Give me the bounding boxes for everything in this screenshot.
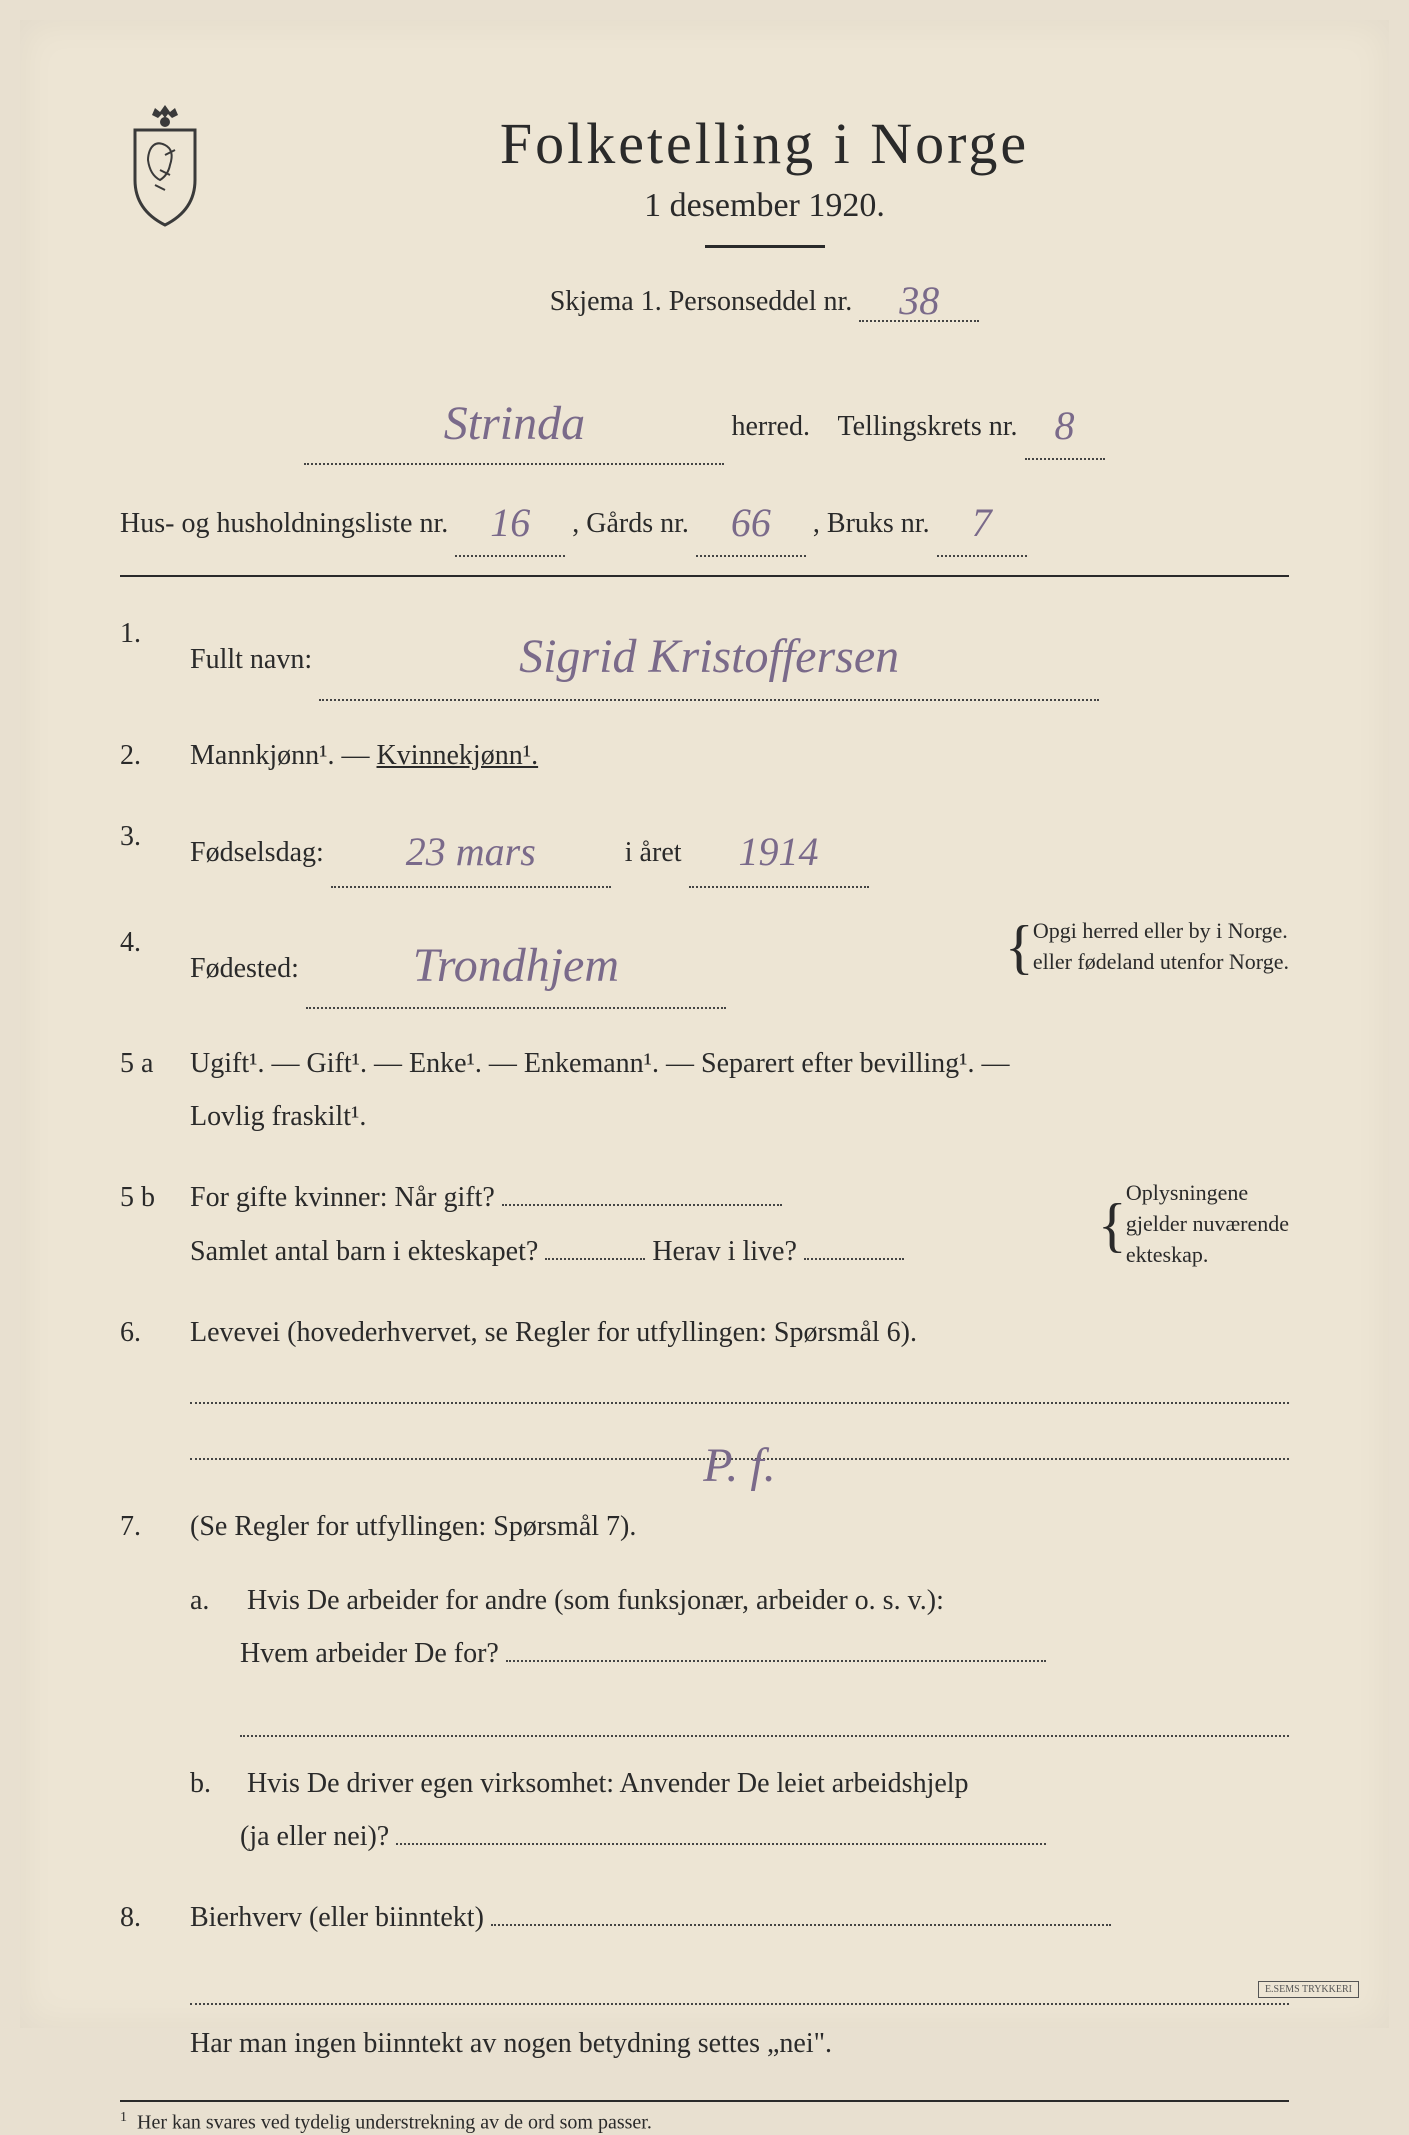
q3-label: Fødselsdag: xyxy=(190,837,324,868)
q4-note-1: Opgi herred eller by i Norge. xyxy=(1033,916,1289,947)
tail-note: Har man ingen biinntekt av nogen betydni… xyxy=(190,2017,1289,2070)
bruks-value: 7 xyxy=(972,500,992,545)
q4-label: Fødested: xyxy=(190,953,299,984)
q4-value: Trondhjem xyxy=(413,939,619,992)
q8-num: 8. xyxy=(120,1891,190,2070)
question-4: 4. Fødested: Trondhjem Opgi herred eller… xyxy=(120,916,1289,1009)
q5a-text: Ugift¹. — Gift¹. — Enke¹. — Enkemann¹. —… xyxy=(190,1037,1289,1090)
q7a-text1: Hvis De arbeider for andre (som funksjon… xyxy=(247,1585,944,1616)
schema-number: 38 xyxy=(899,278,939,323)
title-block: Folketelling i Norge 1 desember 1920. Sk… xyxy=(240,100,1289,347)
footnote-num: 1 xyxy=(120,2110,127,2125)
question-7: 7. (Se Regler for utfyllingen: Spørsmål … xyxy=(120,1500,1289,1863)
q8-label: Bierhverv (eller biinntekt) xyxy=(190,1902,484,1933)
question-5b: 5 b For gifte kvinner: Når gift? Samlet … xyxy=(120,1171,1289,1277)
q7-num: 7. xyxy=(120,1500,190,1863)
krets-value: 8 xyxy=(1055,403,1075,448)
question-8: 8. Bierhverv (eller biinntekt) Har man i… xyxy=(120,1891,1289,2070)
q5a-num: 5 a xyxy=(120,1037,190,1143)
schema-line: Skjema 1. Personseddel nr. 38 xyxy=(240,273,1289,322)
census-date: 1 desember 1920. xyxy=(240,187,1289,225)
footnote-text: Her kan svares ved tydelig understreknin… xyxy=(137,2112,652,2134)
coat-of-arms-icon xyxy=(120,100,210,230)
question-2: 2. Mannkjønn¹. — Kvinnekjønn¹. xyxy=(120,729,1289,782)
q7a-num: a. xyxy=(190,1574,240,1627)
q6-label: Levevei (hovederhvervet, se Regler for u… xyxy=(190,1306,1289,1359)
q5b-note: Oplysningene gjelder nuværende ekteskap. xyxy=(1108,1178,1289,1270)
q4-note-2: eller fødeland utenfor Norge. xyxy=(1033,947,1289,978)
main-title: Folketelling i Norge xyxy=(240,110,1289,177)
q1-num: 1. xyxy=(120,607,190,700)
q2-num: 2. xyxy=(120,729,190,782)
q6-num: 6. xyxy=(120,1306,190,1473)
q5b-note-2: gjelder nuværende xyxy=(1126,1209,1289,1240)
q3-year: 1914 xyxy=(739,829,819,874)
q1-label: Fullt navn: xyxy=(190,644,312,675)
header: Folketelling i Norge 1 desember 1920. Sk… xyxy=(120,100,1289,347)
q2-label-k: Kvinnekjønn¹. xyxy=(377,740,539,771)
q3-num: 3. xyxy=(120,810,190,888)
hus-label: Hus- og husholdningsliste nr. xyxy=(120,508,448,539)
q1-value: Sigrid Kristoffersen xyxy=(519,630,899,683)
q5b-num: 5 b xyxy=(120,1171,190,1277)
q7-label: (Se Regler for utfyllingen: Spørsmål 7). xyxy=(190,1500,1289,1553)
hus-line: Hus- og husholdningsliste nr. 16 , Gårds… xyxy=(120,483,1289,557)
herred-label: herred. xyxy=(731,411,810,442)
question-3: 3. Fødselsdag: 23 mars i året 1914 xyxy=(120,810,1289,888)
q6-value: P. f. xyxy=(703,1439,775,1492)
gards-value: 66 xyxy=(731,500,771,545)
question-6: 6. Levevei (hovederhvervet, se Regler fo… xyxy=(120,1306,1289,1473)
title-divider xyxy=(705,245,825,248)
header-rule xyxy=(120,575,1289,577)
q5b-label2: Samlet antal barn i ekteskapet? xyxy=(190,1236,538,1267)
census-form-page: Folketelling i Norge 1 desember 1920. Sk… xyxy=(20,20,1389,2028)
gards-label: , Gårds nr. xyxy=(572,508,689,539)
question-1: 1. Fullt navn: Sigrid Kristoffersen xyxy=(120,607,1289,700)
q5b-note-1: Oplysningene xyxy=(1126,1178,1289,1209)
q7b-text1: Hvis De driver egen virksomhet: Anvender… xyxy=(247,1768,969,1799)
q5b-label1: For gifte kvinner: Når gift? xyxy=(190,1182,495,1213)
q3-value: 23 mars xyxy=(406,829,536,874)
question-5a: 5 a Ugift¹. — Gift¹. — Enke¹. — Enkemann… xyxy=(120,1037,1289,1143)
q5b-label3: Herav i live? xyxy=(652,1236,797,1267)
bruks-label: , Bruks nr. xyxy=(813,508,930,539)
q5a-text2: Lovlig fraskilt¹. xyxy=(190,1090,1289,1143)
q4-num: 4. xyxy=(120,916,190,1009)
krets-label: Tellingskrets nr. xyxy=(837,411,1017,442)
q7a-text2: Hvem arbeider De for? xyxy=(240,1638,499,1669)
herred-line: Strinda herred. Tellingskrets nr. 8 xyxy=(120,377,1289,465)
schema-label: Skjema 1. Personseddel nr. xyxy=(550,286,853,317)
printer-mark: E.SEMS TRYKKERI xyxy=(1258,1981,1359,1998)
q3-mid: i året xyxy=(625,837,682,868)
herred-value: Strinda xyxy=(444,397,585,450)
q7b-num: b. xyxy=(190,1757,240,1810)
q7b-text2: (ja eller nei)? xyxy=(240,1821,389,1852)
hus-value: 16 xyxy=(490,500,530,545)
q5b-note-3: ekteskap. xyxy=(1126,1240,1289,1271)
q2-label-m: Mannkjønn¹. — xyxy=(190,740,377,771)
q4-note: Opgi herred eller by i Norge. eller føde… xyxy=(1015,916,1289,978)
footnote: 1 Her kan svares ved tydelig understrekn… xyxy=(120,2100,1289,2135)
